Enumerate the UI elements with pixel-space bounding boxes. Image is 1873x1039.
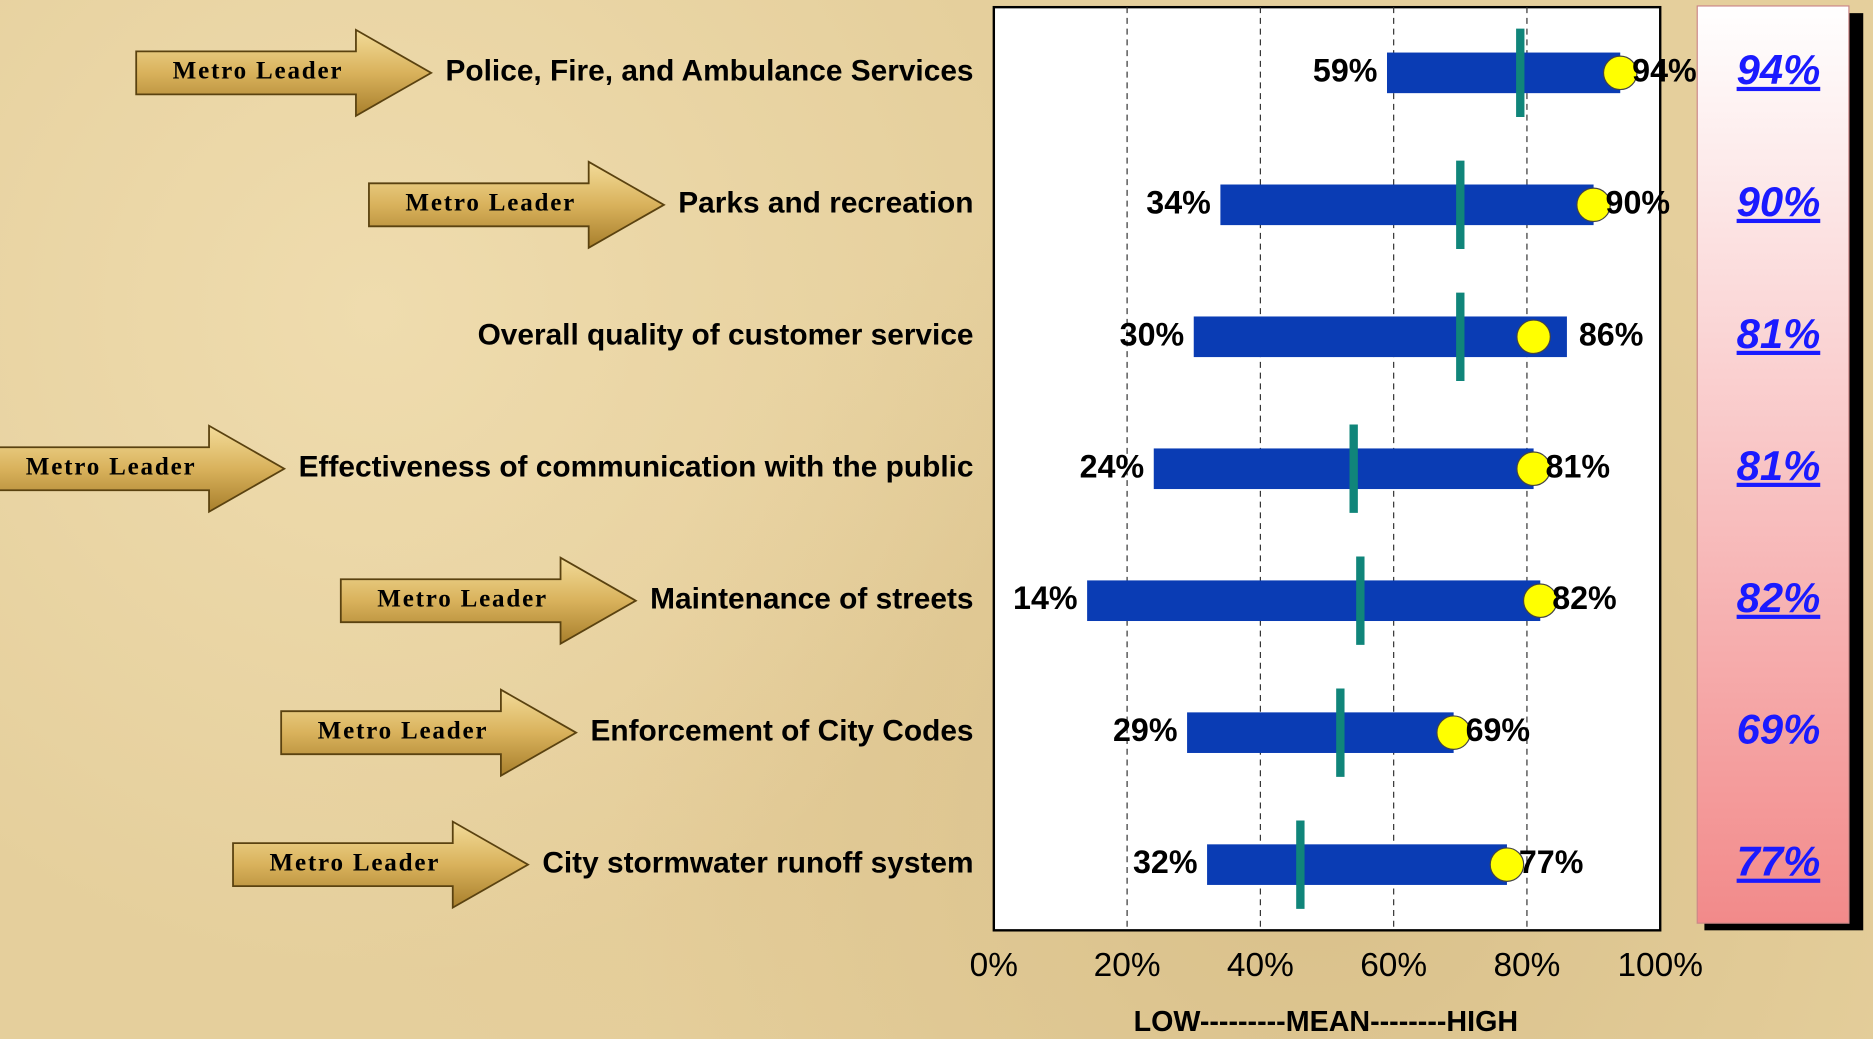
- city-marker: [1522, 583, 1558, 619]
- x-tick-label: 60%: [1360, 947, 1427, 984]
- category-label: Parks and recreation: [678, 187, 973, 220]
- category-label: Enforcement of City Codes: [590, 715, 973, 748]
- category-label: Effectiveness of communication with the …: [299, 451, 974, 484]
- city-marker: [1602, 55, 1638, 91]
- x-tick-label: 40%: [1227, 947, 1294, 984]
- city-value[interactable]: 77%: [1737, 838, 1821, 885]
- city-marker: [1516, 451, 1551, 487]
- high-label: 94%: [1632, 52, 1697, 88]
- high-label: 77%: [1519, 844, 1584, 880]
- low-label: 32%: [1133, 844, 1198, 880]
- low-label: 59%: [1313, 52, 1378, 88]
- badge-label: Metro Leader: [173, 58, 344, 85]
- badge-label: Metro Leader: [377, 585, 548, 612]
- badge-arrow: [0, 424, 287, 514]
- city-marker: [1576, 187, 1611, 223]
- city-value[interactable]: 82%: [1737, 574, 1821, 621]
- low-label: 29%: [1113, 712, 1178, 748]
- city-value[interactable]: 94%: [1737, 46, 1821, 93]
- range-bar: [1087, 580, 1541, 622]
- category-label: Police, Fire, and Ambulance Services: [446, 55, 974, 88]
- range-bar: [1153, 448, 1534, 490]
- city-value: 69%: [1737, 706, 1821, 753]
- range-bar: [1386, 52, 1621, 94]
- x-axis-label: LOW---------MEAN--------HIGH: [1134, 1006, 1519, 1038]
- low-label: 34%: [1146, 184, 1211, 220]
- badge-label: Metro Leader: [26, 453, 197, 480]
- badge-label: Metro Leader: [405, 190, 576, 217]
- badge-arrow: [368, 160, 666, 250]
- low-label: 24%: [1080, 448, 1145, 484]
- city-value[interactable]: 81%: [1737, 310, 1821, 357]
- high-label: 86%: [1579, 316, 1644, 352]
- badge-label: Metro Leader: [270, 849, 441, 876]
- category-label: City stormwater runoff system: [542, 847, 973, 880]
- low-label: 30%: [1120, 316, 1185, 352]
- badge-arrow: [339, 556, 638, 646]
- x-tick-label: 20%: [1094, 947, 1161, 984]
- x-tick-label: 100%: [1617, 947, 1702, 984]
- range-bar: [1193, 316, 1567, 358]
- high-label: 81%: [1546, 448, 1611, 484]
- category-label: Maintenance of streets: [650, 583, 973, 616]
- range-bar: [1187, 712, 1454, 753]
- high-label: 90%: [1606, 184, 1671, 220]
- category-label: Overall quality of customer service: [478, 319, 974, 352]
- high-label: 69%: [1466, 712, 1531, 748]
- x-tick-label: 80%: [1493, 947, 1560, 984]
- range-bar: [1207, 844, 1507, 885]
- high-label: 82%: [1552, 580, 1617, 616]
- x-tick-label: 0%: [970, 947, 1018, 984]
- city-value[interactable]: 90%: [1737, 178, 1821, 225]
- low-label: 14%: [1013, 580, 1078, 616]
- badge-arrow: [280, 688, 578, 778]
- range-bar: [1220, 184, 1594, 226]
- city-value[interactable]: 81%: [1737, 442, 1821, 489]
- city-marker: [1436, 715, 1471, 750]
- badge-arrow: [135, 28, 433, 118]
- city-panel: [1696, 5, 1850, 924]
- city-marker: [1489, 847, 1525, 882]
- city-marker: [1516, 319, 1551, 355]
- badge-label: Metro Leader: [318, 717, 489, 744]
- badge-arrow: [232, 820, 530, 910]
